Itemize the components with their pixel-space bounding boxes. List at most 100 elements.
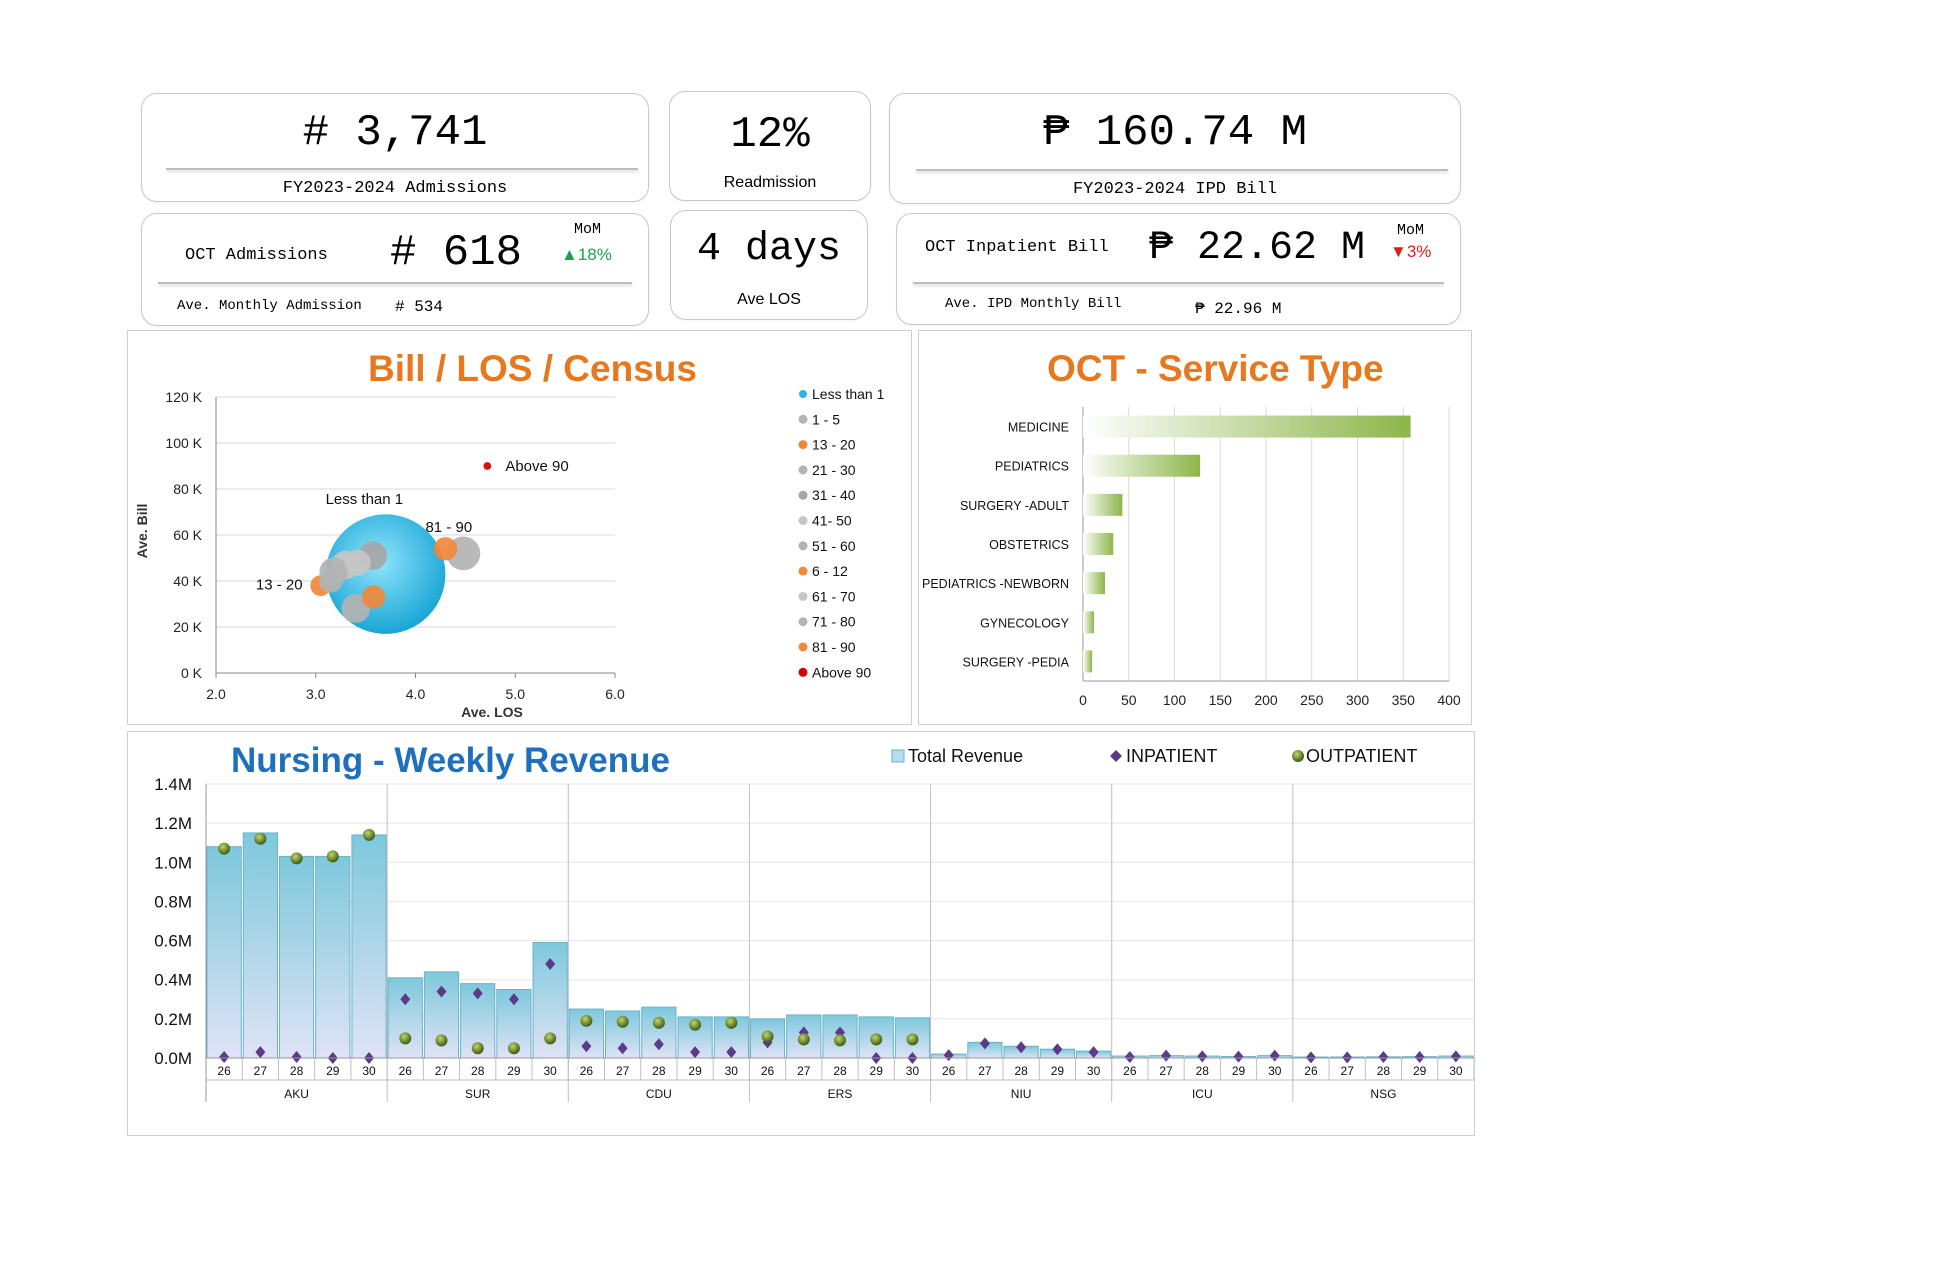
legend-label: 71 - 80 <box>812 614 856 630</box>
inpatient-marker <box>436 985 447 998</box>
inpatient-marker <box>291 1051 302 1064</box>
divider <box>916 169 1448 171</box>
revenue-week-label: 26 <box>399 1064 413 1078</box>
hbar-x-tick: 0 <box>1079 692 1087 708</box>
legend-label: Less than 1 <box>812 386 885 402</box>
revenue-week-label: 29 <box>1232 1064 1246 1078</box>
legend-label: Total Revenue <box>908 746 1023 766</box>
revenue-bar <box>641 1006 677 1059</box>
revenue-week-label: 30 <box>543 1064 557 1078</box>
readmission-card: 12% Readmission <box>669 91 871 201</box>
hbar-bar <box>1083 533 1114 555</box>
legend-label: 1 - 5 <box>812 411 840 427</box>
revenue-week-label: 27 <box>435 1064 449 1078</box>
hbar-x-tick: 300 <box>1346 692 1370 708</box>
outpatient-marker <box>797 1033 810 1046</box>
outpatient-marker <box>507 1042 520 1055</box>
hbar-x-tick: 100 <box>1163 692 1187 708</box>
hbar-category-label: GYNECOLOGY <box>980 616 1070 630</box>
revenue-week-label: 28 <box>290 1064 304 1078</box>
revenue-week-label: 30 <box>1449 1064 1463 1078</box>
hbar-bar <box>1083 454 1201 477</box>
oct-bill-mom-value: ▼3% <box>1390 242 1432 261</box>
revenue-week-label: 28 <box>471 1064 485 1078</box>
weekly-revenue-panel: Nursing - Weekly Revenue 0.0M 0.2M 0.4M 0.6… <box>127 731 1475 1136</box>
legend-swatch <box>798 617 808 627</box>
fy-ipd-bill-value: ₱ 160.74 M <box>1042 108 1308 158</box>
revenue-week-label: 26 <box>761 1064 775 1078</box>
revenue-week-label: 29 <box>870 1064 884 1078</box>
revenue-week-label: 30 <box>906 1064 920 1078</box>
inpatient-marker <box>472 987 483 1000</box>
outpatient-marker <box>218 842 231 855</box>
scatter-y-tick: 40 K <box>173 573 202 589</box>
hbar-category-label: PEDIATRICS <box>995 460 1069 474</box>
bubble-point <box>483 462 492 470</box>
inpatient-marker <box>508 993 519 1006</box>
revenue-bar <box>242 832 278 1059</box>
hbar-x-tick: 50 <box>1121 692 1137 708</box>
legend-swatch-outpatient <box>1292 750 1304 762</box>
bill-los-census-xlabel: Ave. LOS <box>461 704 523 720</box>
revenue-group-label: NIU <box>1011 1087 1032 1101</box>
revenue-week-label: 26 <box>1123 1064 1137 1078</box>
inpatient-marker <box>1378 1051 1389 1064</box>
inpatient-marker <box>653 1038 664 1051</box>
oct-bill-avg-label: Ave. IPD Monthly Bill <box>945 296 1122 312</box>
hbar-bar <box>1083 572 1105 595</box>
revenue-week-label: 28 <box>1377 1064 1391 1078</box>
legend-label: Above 90 <box>812 664 871 680</box>
fy-ipd-bill-card: ₱ 160.74 M FY2023-2024 IPD Bill <box>889 93 1461 204</box>
revenue-week-label: 26 <box>942 1064 956 1078</box>
legend-swatch <box>798 414 808 424</box>
revenue-bar <box>278 855 315 1059</box>
service-type-title: OCT - Service Type <box>1047 348 1384 389</box>
revenue-week-label: 29 <box>688 1064 702 1078</box>
revenue-week-label: 30 <box>1087 1064 1101 1078</box>
revenue-y-tick: 0.6M <box>154 932 192 951</box>
revenue-group-label: AKU <box>284 1087 309 1101</box>
inpatient-marker <box>1342 1051 1353 1064</box>
outpatient-marker <box>870 1033 883 1046</box>
legend-label: 21 - 30 <box>812 462 856 478</box>
inpatient-marker <box>1269 1049 1280 1062</box>
oct-bill-card: OCT Inpatient Bill ₱ 22.62 M MoM ▼3% Ave… <box>896 213 1461 325</box>
inpatient-marker <box>1197 1050 1208 1063</box>
bubble-point <box>344 549 371 576</box>
scatter-y-tick: 100 K <box>165 435 202 451</box>
revenue-week-label: 28 <box>652 1064 666 1078</box>
outpatient-marker <box>544 1032 557 1045</box>
legend-swatch <box>798 667 808 677</box>
hbar-x-tick: 150 <box>1209 692 1233 708</box>
legend-swatch <box>798 490 808 500</box>
revenue-y-tick: 0.2M <box>154 1010 192 1029</box>
weekly-revenue-chart: 0.0M 0.2M 0.4M 0.6M 0.8M 1.0M 1.2M 1.4M 26 27 28 2… <box>154 746 1474 1102</box>
legend-label: 81 - 90 <box>812 639 856 655</box>
revenue-week-label: 28 <box>1014 1064 1028 1078</box>
revenue-group-label: ERS <box>828 1087 853 1101</box>
legend-label: 6 - 12 <box>812 563 848 579</box>
outpatient-marker <box>834 1034 846 1047</box>
hbar-category-label: SURGERY -ADULT <box>960 499 1069 513</box>
scatter-y-tick: 20 K <box>173 619 202 635</box>
hbar-bar <box>1083 415 1411 438</box>
oct-bill-mom-label: MoM <box>1397 222 1425 239</box>
hbar-x-tick: 250 <box>1300 692 1324 708</box>
hbar-x-tick: 350 <box>1392 692 1416 708</box>
hbar-x-tick: 200 <box>1254 692 1278 708</box>
oct-admissions-value: # 618 <box>390 228 523 278</box>
revenue-week-label: 27 <box>1341 1064 1355 1078</box>
scatter-y-tick: 0 K <box>181 665 203 681</box>
hbar-bar <box>1083 493 1123 516</box>
scatter-y-tick: 120 K <box>165 389 202 405</box>
legend-swatch <box>798 591 808 601</box>
revenue-week-label: 27 <box>616 1064 630 1078</box>
revenue-week-label: 26 <box>217 1064 231 1078</box>
revenue-week-label: 27 <box>1159 1064 1173 1078</box>
inpatient-marker <box>255 1046 266 1059</box>
outpatient-marker <box>906 1033 919 1046</box>
scatter-annotation: Above 90 <box>505 458 568 475</box>
scatter-x-tick: 5.0 <box>506 686 526 702</box>
outpatient-marker <box>689 1018 702 1031</box>
revenue-week-label: 29 <box>326 1064 340 1078</box>
